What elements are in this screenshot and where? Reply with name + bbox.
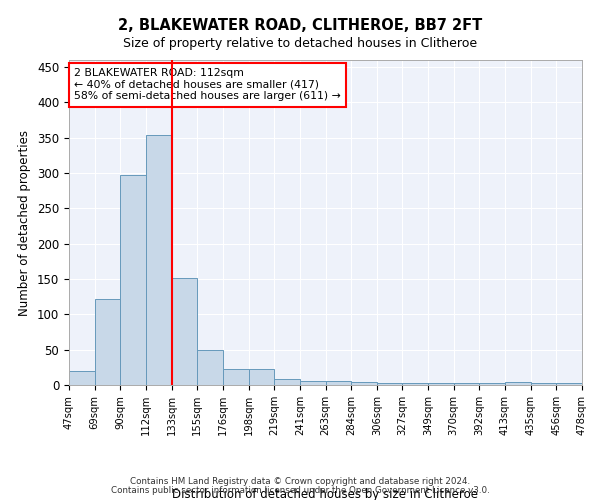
Bar [325, 382, 351, 385]
Bar [146, 135, 172, 385]
Bar [69, 371, 95, 385]
Bar [248, 370, 274, 385]
Bar [428, 383, 454, 385]
X-axis label: Distribution of detached houses by size in Clitheroe: Distribution of detached houses by size … [173, 488, 479, 500]
Bar [223, 370, 248, 385]
Text: 2, BLAKEWATER ROAD, CLITHEROE, BB7 2FT: 2, BLAKEWATER ROAD, CLITHEROE, BB7 2FT [118, 18, 482, 32]
Bar [172, 278, 197, 385]
Bar [403, 383, 428, 385]
Text: Contains HM Land Registry data © Crown copyright and database right 2024.: Contains HM Land Registry data © Crown c… [130, 477, 470, 486]
Bar [377, 383, 403, 385]
Text: 2 BLAKEWATER ROAD: 112sqm
← 40% of detached houses are smaller (417)
58% of semi: 2 BLAKEWATER ROAD: 112sqm ← 40% of detac… [74, 68, 341, 102]
Bar [556, 383, 582, 385]
Bar [197, 350, 223, 385]
Y-axis label: Number of detached properties: Number of detached properties [19, 130, 31, 316]
Bar [479, 383, 505, 385]
Bar [454, 383, 479, 385]
Bar [351, 382, 377, 385]
Bar [505, 382, 531, 385]
Bar [274, 380, 300, 385]
Bar [95, 299, 121, 385]
Bar [531, 383, 556, 385]
Text: Size of property relative to detached houses in Clitheroe: Size of property relative to detached ho… [123, 38, 477, 51]
Bar [300, 381, 325, 385]
Text: Contains public sector information licensed under the Open Government Licence v3: Contains public sector information licen… [110, 486, 490, 495]
Bar [121, 175, 146, 385]
